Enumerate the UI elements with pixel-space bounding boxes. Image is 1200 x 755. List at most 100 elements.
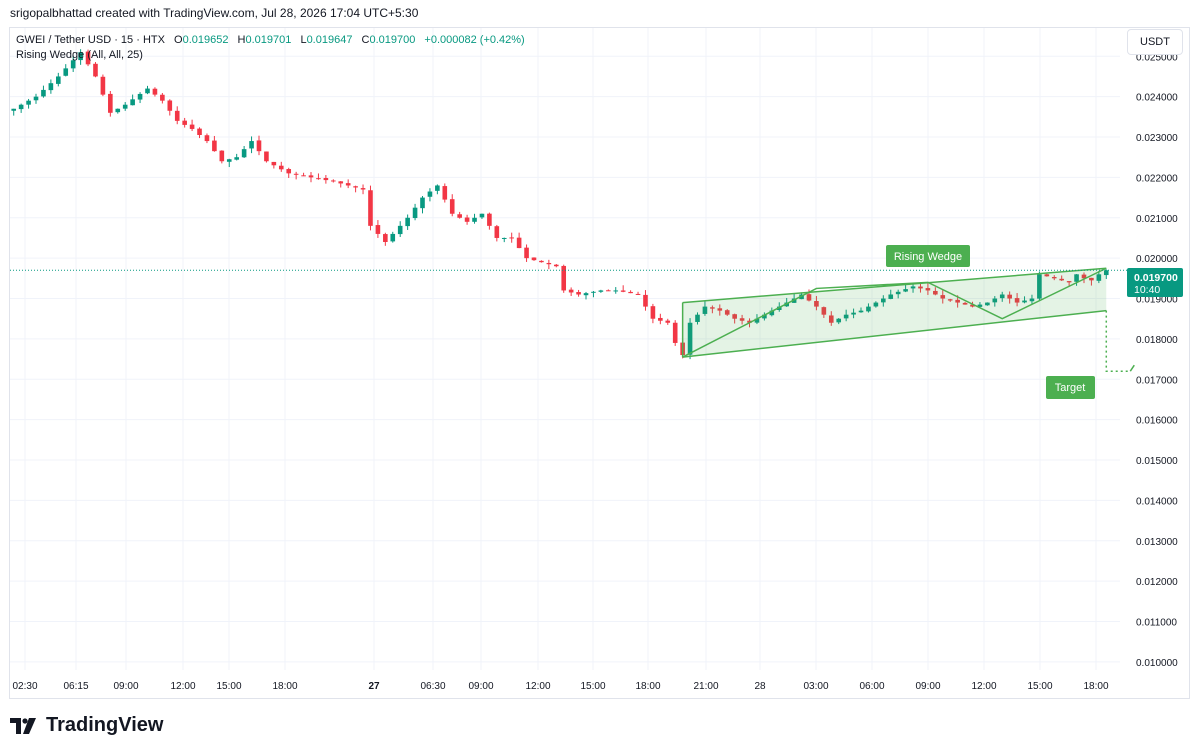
candle-body [293, 173, 299, 175]
candle-body [970, 304, 975, 307]
candle-body [1044, 274, 1050, 277]
candle-body [100, 76, 106, 95]
candle-body [501, 237, 507, 239]
candle-body [278, 165, 284, 170]
x-tick-label: 15:00 [1027, 681, 1052, 692]
y-tick-label: 0.024000 [1136, 93, 1178, 104]
rising-wedge-label[interactable]: Rising Wedge [886, 245, 970, 267]
candle-body [479, 213, 485, 218]
candle-body [650, 306, 656, 319]
candle-body [167, 100, 173, 111]
candle-body [85, 51, 91, 65]
candle-body [182, 120, 187, 125]
x-tick-label: 28 [754, 681, 766, 692]
candle-body [962, 302, 968, 305]
candle-body [940, 295, 946, 299]
y-tick-label: 0.016000 [1136, 416, 1178, 427]
x-tick-label: 06:00 [859, 681, 884, 692]
x-tick-label: 02:30 [12, 681, 37, 692]
grid [10, 28, 1120, 670]
y-tick-label: 0.018000 [1136, 335, 1178, 346]
candle-body [449, 199, 455, 214]
rising-wedge-label-text: Rising Wedge [894, 251, 962, 263]
x-tick-label: 18:00 [1083, 681, 1108, 692]
candle-body [204, 135, 210, 142]
symbol-title[interactable]: GWEI / Tether USD · 15 · HTX [16, 34, 165, 46]
candle-body [947, 299, 953, 301]
candle-body [487, 213, 492, 226]
candle-body [843, 314, 849, 319]
wedge-zigzag[interactable] [682, 267, 1107, 358]
candle-body [323, 177, 329, 181]
candle-body [985, 302, 990, 306]
candle-body [925, 288, 931, 291]
x-tick-label: 18:00 [272, 681, 297, 692]
y-tick-label: 0.019000 [1136, 295, 1178, 306]
candle-body [122, 104, 128, 109]
candle-body [814, 301, 819, 307]
x-tick-label: 12:00 [971, 681, 996, 692]
candle-body [628, 291, 633, 294]
candle-body [695, 314, 700, 322]
close-label: C [361, 34, 370, 46]
wedge-pattern [681, 267, 1135, 372]
x-tick-label: 21:00 [693, 681, 718, 692]
y-tick-label: 0.014000 [1136, 496, 1178, 507]
low-value: 0.019647 [306, 34, 353, 46]
wedge-fill [682, 268, 1107, 358]
currency-button[interactable]: USDT [1127, 29, 1183, 55]
wedge-upper-line[interactable] [682, 267, 1107, 304]
candle-body [457, 214, 462, 218]
x-tick-label: 15:00 [216, 681, 241, 692]
candle-body [561, 265, 567, 291]
candle-body [910, 286, 916, 289]
candle-body [226, 159, 232, 162]
candle-body [717, 308, 723, 311]
candle-body [687, 322, 693, 355]
y-tick-label: 0.010000 [1136, 658, 1178, 669]
indicator-title[interactable]: Rising Wedge (All, All, 25) [16, 49, 143, 61]
candle-body [93, 63, 98, 77]
candle-body [851, 312, 856, 315]
x-tick-label: 09:00 [113, 681, 138, 692]
candle-body [338, 181, 344, 184]
candle-body [145, 88, 150, 94]
candle-body [189, 124, 195, 129]
candle-body [620, 290, 626, 292]
candle-body [286, 169, 292, 174]
target-tick [1129, 364, 1135, 372]
candle-body [249, 141, 254, 149]
candle-body [219, 150, 225, 162]
candle-body [903, 289, 908, 292]
candle-body [152, 88, 158, 95]
candle-body [539, 260, 544, 263]
y-tick-label: 0.015000 [1136, 456, 1178, 467]
target-label[interactable]: Target [1046, 376, 1095, 399]
x-tick-label: 12:00 [170, 681, 195, 692]
brand-name: TradingView [46, 714, 164, 736]
candle-body [368, 190, 373, 226]
candle-body [724, 310, 730, 315]
candle-body [412, 207, 418, 219]
x-tick-label: 03:00 [803, 681, 828, 692]
y-tick-label: 0.017000 [1136, 375, 1178, 386]
candle-body [553, 264, 559, 267]
wedge-lower-line[interactable] [682, 309, 1107, 358]
chart-legend: GWEI / Tether USD · 15 · HTX O0.019652 H… [16, 33, 525, 63]
candle-body [769, 310, 775, 316]
y-tick-label: 0.022000 [1136, 173, 1178, 184]
candle-body [598, 290, 604, 292]
candle-body [70, 60, 76, 69]
y-tick-label: 0.021000 [1136, 214, 1178, 225]
candle-body [1059, 278, 1064, 281]
tradingview-brand: TradingView [10, 714, 163, 737]
x-tick-label: 06:15 [63, 681, 88, 692]
candle-body [397, 225, 403, 235]
candle-body [271, 161, 277, 166]
price-axis: 0.010000 0.011000 0.012000 0.013000 0.014000… [1136, 52, 1178, 669]
x-tick-label: 12:00 [525, 681, 550, 692]
candle-body [375, 225, 381, 234]
candle-body [739, 318, 745, 321]
target-label-text: Target [1055, 382, 1086, 394]
